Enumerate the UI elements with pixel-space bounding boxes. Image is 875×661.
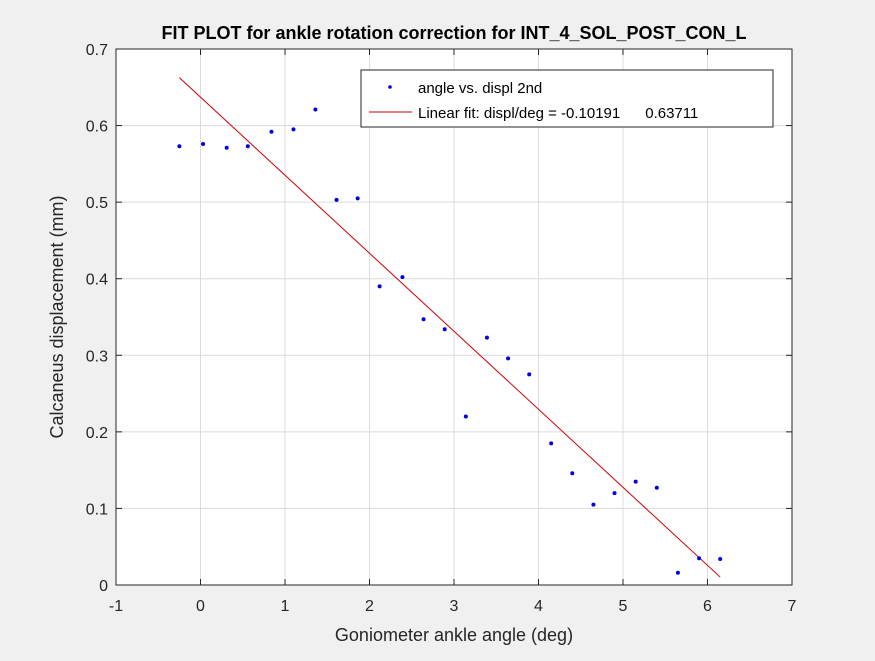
x-tick-labels: -1 0 1 2 3 4 5 6 7 [109,598,797,615]
x-tick-label: 4 [534,598,543,615]
data-point [400,275,405,280]
data-point [591,502,596,507]
x-tick-label: 2 [365,598,374,615]
x-tick-label: 1 [281,598,290,615]
legend-label-fit: Linear fit: displ/deg = -0.10191 0.63711 [418,105,698,122]
y-tick-label: 0.4 [86,272,108,289]
fit-layer [179,77,721,578]
data-point [506,356,511,361]
data-point [442,327,447,332]
data-point [224,145,229,150]
data-point [484,335,489,340]
data-point [201,141,206,146]
y-tick-label: 0 [99,578,108,595]
legend-box [360,69,774,128]
y-axis-label: Calcaneus displacement (mm) [47,195,67,438]
data-point [718,556,723,561]
y-tick-label: 0.7 [86,42,108,59]
data-point [334,197,339,202]
data-point [612,491,617,496]
data-point [463,414,468,419]
y-tick-label: 0.1 [86,501,108,518]
x-tick-label: 7 [788,598,797,615]
points-layer [177,107,723,575]
x-axis-label: Goniometer ankle angle (deg) [335,625,573,645]
y-tick-label: 0.3 [86,348,108,365]
ticks [115,48,793,586]
data-point [570,471,575,476]
data-point [245,144,250,149]
data-point [654,485,659,490]
y-tick-labels: 0 0.1 0.2 0.3 0.4 0.5 0.6 0.7 [86,42,108,595]
y-tick-label: 0.5 [86,195,108,212]
data-point [421,317,426,322]
y-tick-label: 0.6 [86,119,108,136]
data-point [675,570,680,575]
x-tick-label: -1 [109,598,123,615]
data-point [355,196,360,201]
data-point [377,284,382,289]
data-point [697,556,702,561]
data-point [291,127,296,132]
data-point [527,372,532,377]
data-point [633,479,638,484]
x-tick-label: 6 [703,598,712,615]
data-point [177,144,182,149]
x-tick-label: 0 [196,598,205,615]
x-tick-label: 3 [450,598,459,615]
data-point [269,129,274,134]
legend: angle vs. displ 2nd Linear fit: displ/de… [360,69,774,128]
y-tick-label: 0.2 [86,425,108,442]
legend-label-points: angle vs. displ 2nd [418,80,542,97]
legend-point-marker [388,85,392,89]
fit-line [179,77,721,578]
x-tick-label: 5 [619,598,628,615]
data-point [549,441,554,446]
data-point [313,107,318,112]
chart-title: FIT PLOT for ankle rotation correction f… [161,23,746,43]
